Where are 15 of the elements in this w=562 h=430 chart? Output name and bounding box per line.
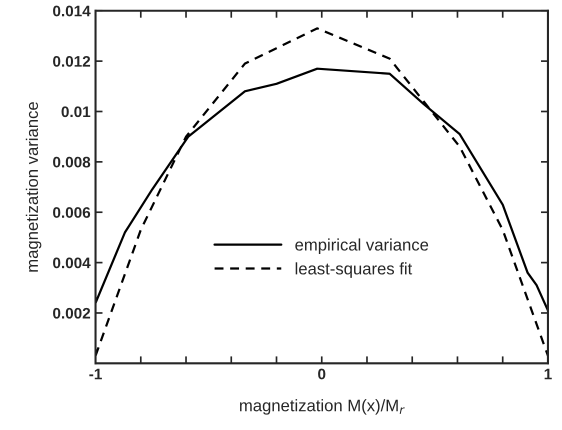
y-tick-label: 0.008 [53, 156, 90, 168]
legend-label: least-squares fit [296, 262, 412, 278]
x-tick-label: -1 [89, 368, 102, 380]
y-tick-label: 0.01 [62, 106, 90, 118]
x-tick-label: 1 [544, 368, 552, 380]
y-tick-label: 0.014 [53, 6, 91, 16]
y-tick-label: 0.012 [53, 56, 90, 67]
legend-label: empirical variance [295, 238, 428, 254]
x-tick-label: 0 [318, 368, 326, 380]
y-tick-label: 0.002 [53, 308, 90, 319]
x-axis-title: magnetization M(x)/M$_{r}$ [240, 399, 405, 415]
line-series [96, 27, 548, 357]
y-tick-label: 0.004 [53, 257, 91, 268]
y-tick-label: 0.006 [53, 207, 90, 218]
y-axis-title: magnetization variance [26, 102, 42, 272]
